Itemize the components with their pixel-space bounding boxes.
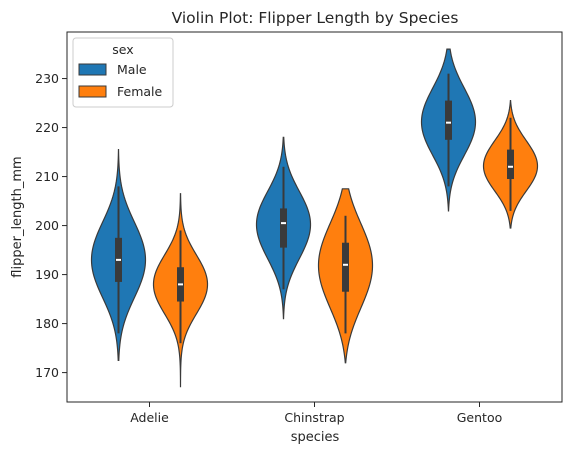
y-tick-label: 180	[35, 316, 59, 331]
x-axis-label: species	[291, 430, 340, 445]
violin-layer	[90, 48, 539, 388]
chart-title: Violin Plot: Flipper Length by Species	[172, 9, 459, 27]
y-tick-label: 190	[35, 267, 59, 282]
y-axis: 170 180 190 200 210 220 230	[35, 71, 67, 380]
legend-title: sex	[112, 42, 133, 57]
legend-swatch-male	[78, 63, 107, 76]
legend: sex Male Female	[72, 37, 174, 108]
iqr-box-gentoo-male	[445, 100, 452, 140]
y-tick-label: 220	[35, 120, 59, 135]
x-axis: Adelie Chinstrap Gentoo	[130, 402, 502, 425]
x-tick-label: Chinstrap	[284, 410, 344, 425]
y-tick-label: 170	[35, 365, 59, 380]
legend-label-female: Female	[117, 84, 163, 99]
iqr-box-chinstrap-female	[342, 242, 349, 292]
legend-label-male: Male	[117, 62, 147, 77]
y-tick-label: 210	[35, 169, 59, 184]
x-tick-label: Gentoo	[457, 410, 503, 425]
x-tick-label: Adelie	[130, 410, 169, 425]
y-tick-label: 230	[35, 71, 59, 86]
y-axis-label: flipper_length_mm	[10, 156, 25, 277]
iqr-box-chinstrap-male	[280, 208, 287, 248]
y-tick-label: 200	[35, 218, 59, 233]
legend-swatch-female	[78, 85, 107, 98]
iqr-box-gentoo-female	[507, 149, 514, 180]
